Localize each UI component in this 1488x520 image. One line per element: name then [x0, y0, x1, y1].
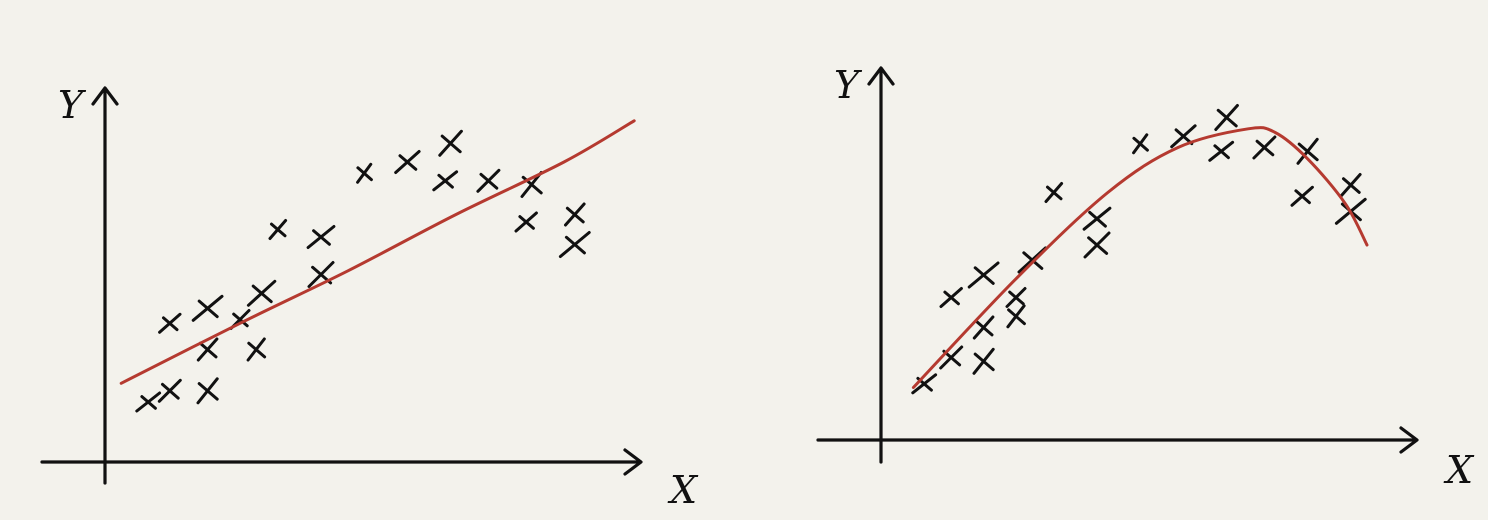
right-x-axis-arrowhead	[1399, 426, 1419, 454]
left-plot-linear-fit: Y X	[40, 83, 699, 512]
left-data-point	[306, 225, 336, 249]
left-x-axis-arrowhead	[623, 448, 643, 476]
left-y-axis-label: Y	[58, 83, 87, 127]
right-data-point	[1252, 135, 1277, 160]
left-data-point	[246, 337, 267, 362]
right-curve-fit-line	[911, 126, 1369, 389]
left-data-point	[246, 279, 277, 307]
left-data-point	[476, 168, 501, 193]
right-data-point	[1082, 206, 1112, 231]
right-data-point	[939, 345, 964, 370]
right-data-point	[1208, 140, 1235, 162]
left-data-point	[558, 231, 591, 258]
right-data-point	[1340, 173, 1362, 197]
right-data-point	[967, 261, 1000, 289]
left-x-axis-label: X	[667, 468, 699, 512]
right-y-axis-label: Y	[834, 63, 863, 107]
right-data-point	[1005, 287, 1027, 308]
left-data-point	[268, 219, 288, 240]
left-data-point	[196, 337, 219, 362]
right-data-point	[1214, 104, 1239, 131]
right-x-axis-label: X	[1443, 448, 1475, 492]
left-data-point	[356, 162, 373, 184]
left-data-point	[394, 150, 421, 174]
left-y-axis-arrowhead	[91, 86, 119, 106]
left-data-point	[514, 211, 538, 233]
left-data-point	[157, 378, 182, 403]
right-data-point	[972, 315, 995, 340]
left-data-point	[135, 391, 162, 413]
right-y-axis-arrowhead	[867, 66, 895, 86]
left-data-point	[564, 202, 586, 227]
right-data-point	[972, 347, 995, 375]
right-data-point	[1044, 182, 1064, 203]
right-data-point	[1083, 231, 1111, 259]
left-data-points	[135, 129, 591, 413]
right-plot-curve-fit: Y X	[816, 63, 1475, 492]
left-linear-fit-line	[119, 119, 636, 385]
right-data-point	[1170, 124, 1197, 149]
right-data-point	[1132, 133, 1149, 155]
right-data-point	[1290, 185, 1314, 207]
left-data-point	[438, 129, 463, 157]
right-data-points	[911, 104, 1367, 395]
right-data-point	[1006, 304, 1026, 329]
left-data-point	[196, 377, 219, 405]
left-data-point	[158, 312, 182, 334]
left-data-point	[432, 170, 459, 192]
right-data-point	[1296, 137, 1319, 165]
left-data-point	[191, 294, 224, 322]
right-data-point	[939, 287, 963, 308]
